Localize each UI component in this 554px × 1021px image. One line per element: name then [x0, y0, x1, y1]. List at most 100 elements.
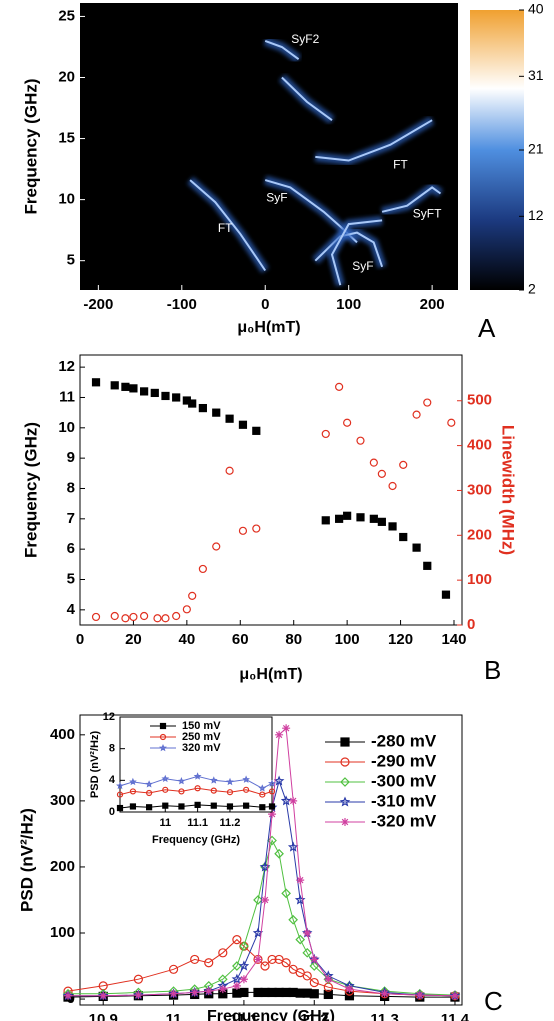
marker [447, 418, 456, 427]
y2-tick-label: 500 [467, 392, 492, 409]
marker [287, 841, 299, 852]
marker [377, 517, 386, 526]
marker [321, 516, 330, 525]
marker [204, 987, 213, 996]
y-tick-label: 4 [67, 601, 76, 618]
marker [243, 802, 250, 809]
y-axis-label: Frequency (GHz) [21, 78, 40, 214]
x-tick-label: 11.2 [300, 1011, 328, 1021]
marker [243, 786, 250, 793]
annotation: SyF [266, 191, 287, 205]
marker [267, 835, 277, 846]
marker [321, 429, 330, 439]
marker [274, 848, 284, 859]
y2-tick-label: 200 [467, 526, 492, 543]
marker [232, 935, 242, 945]
marker [198, 564, 207, 574]
marker [110, 381, 119, 390]
marker [268, 788, 276, 795]
marker [302, 971, 312, 981]
marker [339, 796, 351, 807]
marker [177, 777, 186, 785]
marker [412, 410, 421, 419]
x-tick-label: 140 [441, 631, 466, 648]
y-tick-label: 5 [67, 252, 75, 269]
series-line [67, 938, 456, 997]
branch [314, 231, 384, 268]
marker [178, 788, 185, 795]
marker [369, 458, 378, 467]
marker [110, 611, 119, 621]
marker [162, 786, 169, 793]
y-axis-label: PSD (nV²/Hz) [89, 731, 101, 799]
annotation: SyF [352, 259, 373, 273]
marker [268, 810, 277, 819]
marker [280, 795, 292, 806]
marker [238, 420, 248, 429]
y2-axis-label: Linewidth (MHz) [499, 425, 518, 555]
marker [188, 399, 197, 408]
x-tick-label: 11.4 [441, 1011, 470, 1021]
x-tick-label: 0 [261, 296, 269, 313]
marker [340, 737, 350, 747]
marker [91, 612, 101, 622]
marker [190, 954, 200, 965]
legend-label: -290 mV [371, 751, 437, 770]
marker [129, 803, 137, 810]
marker [226, 803, 234, 810]
marker [340, 757, 350, 767]
legend-label: 320 mV [182, 742, 221, 754]
marker [441, 590, 451, 599]
marker [261, 895, 270, 904]
marker [150, 388, 159, 398]
x-axis-label: Frequency (GHz) [152, 834, 240, 846]
marker [212, 542, 221, 551]
marker [239, 941, 249, 952]
y-tick-label: 8 [67, 479, 75, 496]
marker [178, 803, 185, 810]
annotation: SyFT [413, 206, 442, 220]
y-tick-label: 12 [103, 711, 115, 723]
marker [239, 987, 249, 998]
marker [99, 991, 108, 1000]
marker [288, 914, 299, 925]
x-tick-label: 11.1 [230, 1011, 258, 1021]
marker [281, 958, 291, 968]
marker [161, 614, 170, 623]
marker [423, 561, 432, 570]
marker [193, 772, 202, 780]
marker [273, 775, 285, 786]
y-tick-label: 8 [109, 743, 115, 755]
x-tick-label: 100 [335, 631, 360, 648]
branch [264, 39, 300, 61]
y-axis-label: Frequency (GHz) [21, 422, 40, 558]
marker [129, 788, 137, 795]
marker [116, 781, 124, 790]
marker [399, 460, 408, 469]
marker [309, 961, 320, 971]
marker [133, 974, 143, 984]
marker [238, 526, 248, 535]
marker [369, 514, 378, 523]
marker [159, 733, 167, 741]
marker [388, 522, 397, 531]
panel-label: B [484, 655, 501, 685]
x-tick-label: 100 [336, 296, 361, 313]
marker [252, 524, 261, 533]
annotation: FT [393, 158, 408, 172]
plot-frame [119, 716, 273, 813]
x-tick-label: 11.3 [370, 1011, 398, 1021]
legend-label: -320 mV [371, 811, 437, 830]
marker [226, 777, 234, 786]
marker [169, 989, 178, 998]
marker [190, 988, 199, 997]
marker [129, 777, 137, 786]
marker [341, 818, 349, 826]
marker [309, 989, 319, 999]
marker [238, 960, 250, 971]
x-tick-label: 200 [420, 296, 445, 313]
x-tick-label: 120 [388, 631, 413, 648]
marker [345, 985, 354, 994]
y-tick-label: 12 [58, 358, 75, 375]
